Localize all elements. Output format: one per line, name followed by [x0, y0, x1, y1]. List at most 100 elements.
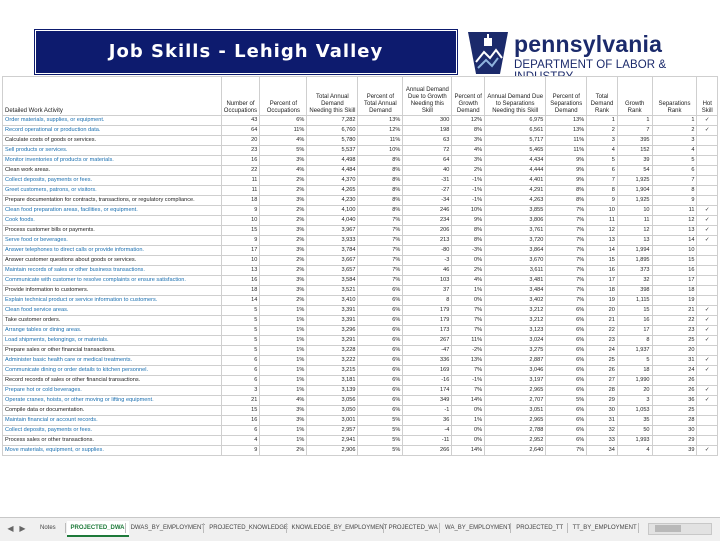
value-cell[interactable]: 12	[586, 225, 618, 236]
value-cell[interactable]: 25	[651, 335, 698, 346]
value-cell[interactable]: 31	[586, 415, 618, 426]
value-cell[interactable]: 18	[651, 285, 698, 296]
table-row[interactable]: Process customer bills or payments. 15 3% 3…	[2, 225, 718, 236]
value-cell[interactable]: 3,046	[484, 365, 547, 376]
value-cell[interactable]: 6%	[545, 375, 588, 386]
value-cell[interactable]: 2	[586, 125, 618, 136]
value-cell[interactable]: 4	[651, 145, 698, 156]
value-cell[interactable]: 26	[651, 375, 698, 386]
value-cell[interactable]: 11%	[259, 125, 308, 136]
value-cell[interactable]: 3,806	[484, 215, 547, 226]
value-cell[interactable]: 6	[220, 355, 261, 366]
value-cell[interactable]: 1,904	[616, 185, 653, 196]
table-row[interactable]: Administer basic health care or medical …	[2, 355, 718, 366]
value-cell[interactable]: -16	[402, 375, 453, 386]
hot-skill-cell[interactable]: ✓	[696, 385, 718, 396]
value-cell[interactable]: 6%	[545, 365, 588, 376]
value-cell[interactable]: 7%	[357, 255, 404, 266]
activity-cell[interactable]: Operate cranes, hoists, or other moving …	[2, 395, 222, 406]
value-cell[interactable]: 3%	[259, 405, 308, 416]
chevron-left-icon[interactable]: ◀	[7, 524, 14, 533]
table-row[interactable]: Maintain financial or account records. 16…	[2, 415, 718, 426]
value-cell[interactable]: 15	[220, 405, 261, 416]
value-cell[interactable]: 2	[651, 125, 698, 136]
value-cell[interactable]: 7%	[545, 205, 588, 216]
chevron-right-icon[interactable]: ▶	[19, 524, 26, 533]
column-header[interactable]: Percent of Growth Demand	[451, 76, 486, 116]
value-cell[interactable]: 3,291	[306, 335, 359, 346]
value-cell[interactable]: 2,640	[484, 445, 547, 456]
value-cell[interactable]: 19	[586, 295, 618, 306]
value-cell[interactable]: 7%	[357, 265, 404, 276]
value-cell[interactable]: 6%	[545, 335, 588, 346]
value-cell[interactable]: -3	[402, 255, 453, 266]
table-row[interactable]: Arrange tables or dining areas. 5 1% 3,296 6…	[2, 325, 718, 336]
value-cell[interactable]: 6%	[545, 315, 588, 326]
value-cell[interactable]: 4%	[259, 135, 308, 146]
value-cell[interactable]: 5	[220, 345, 261, 356]
value-cell[interactable]: 3,181	[306, 375, 359, 386]
value-cell[interactable]: 3,056	[306, 395, 359, 406]
value-cell[interactable]: 18	[220, 285, 261, 296]
value-cell[interactable]: 373	[616, 265, 653, 276]
value-cell[interactable]: 2%	[259, 175, 308, 186]
value-cell[interactable]: 7%	[357, 275, 404, 286]
value-cell[interactable]: 8	[651, 185, 698, 196]
value-cell[interactable]: 2%	[259, 255, 308, 266]
value-cell[interactable]: 18	[586, 285, 618, 296]
hot-skill-cell[interactable]	[696, 165, 718, 176]
activity-cell[interactable]: Load shipments, belongings, or materials…	[2, 335, 222, 346]
activity-cell[interactable]: Collect deposits, payments or fees.	[2, 175, 222, 186]
value-cell[interactable]: 13	[220, 265, 261, 276]
value-cell[interactable]: 6%	[357, 295, 404, 306]
value-cell[interactable]: 4%	[451, 145, 486, 156]
value-cell[interactable]: 0%	[451, 295, 486, 306]
value-cell[interactable]: 24	[651, 365, 698, 376]
sheet-tab[interactable]: DWAS_BY_EMPLOYMENT	[130, 525, 206, 531]
column-header[interactable]: Percent of Occupations	[259, 76, 308, 116]
value-cell[interactable]: 7%	[451, 315, 486, 326]
value-cell[interactable]: -4	[402, 425, 453, 436]
value-cell[interactable]: 7%	[545, 295, 588, 306]
value-cell[interactable]: 3,967	[306, 225, 359, 236]
value-cell[interactable]: 10%	[357, 145, 404, 156]
table-row[interactable]: Cook foods. 10 2% 4,040 7% 234 9% 3,806 7% 11 11 12…	[2, 215, 718, 226]
value-cell[interactable]: 63	[402, 135, 453, 146]
value-cell[interactable]: 11	[616, 215, 653, 226]
value-cell[interactable]: 17	[586, 275, 618, 286]
value-cell[interactable]: 3,296	[306, 325, 359, 336]
value-cell[interactable]: 9	[651, 195, 698, 206]
hot-skill-cell[interactable]	[696, 275, 718, 286]
value-cell[interactable]: 7%	[545, 235, 588, 246]
table-row[interactable]: Communicate with customer to resolve com…	[2, 275, 718, 286]
value-cell[interactable]: 3,275	[484, 345, 547, 356]
value-cell[interactable]: 1%	[451, 285, 486, 296]
value-cell[interactable]: 6	[220, 365, 261, 376]
value-cell[interactable]: 246	[402, 205, 453, 216]
activity-cell[interactable]: Prepare documentation for contracts, tra…	[2, 195, 222, 206]
value-cell[interactable]: 3,720	[484, 235, 547, 246]
value-cell[interactable]: 10%	[451, 205, 486, 216]
activity-cell[interactable]: Communicate dining or order details to k…	[2, 365, 222, 376]
value-cell[interactable]: 5,465	[484, 145, 547, 156]
value-cell[interactable]: 4,370	[306, 175, 359, 186]
value-cell[interactable]: 13%	[545, 115, 588, 126]
hot-skill-cell[interactable]: ✓	[696, 355, 718, 366]
value-cell[interactable]: 9	[220, 205, 261, 216]
value-cell[interactable]: 4%	[451, 275, 486, 286]
value-cell[interactable]: 5	[220, 325, 261, 336]
value-cell[interactable]: 1,937	[616, 345, 653, 356]
value-cell[interactable]: 36	[402, 415, 453, 426]
value-cell[interactable]: 7%	[357, 225, 404, 236]
value-cell[interactable]: 40	[402, 165, 453, 176]
activity-cell[interactable]: Maintain financial or account records.	[2, 415, 222, 426]
value-cell[interactable]: 13%	[451, 355, 486, 366]
value-cell[interactable]: 4%	[259, 165, 308, 176]
value-cell[interactable]: 13	[616, 235, 653, 246]
value-cell[interactable]: 22	[586, 325, 618, 336]
activity-cell[interactable]: Record operational or production data.	[2, 125, 222, 136]
value-cell[interactable]: 8	[616, 335, 653, 346]
value-cell[interactable]: 6%	[545, 305, 588, 316]
value-cell[interactable]: 3,139	[306, 385, 359, 396]
value-cell[interactable]: 1%	[259, 335, 308, 346]
